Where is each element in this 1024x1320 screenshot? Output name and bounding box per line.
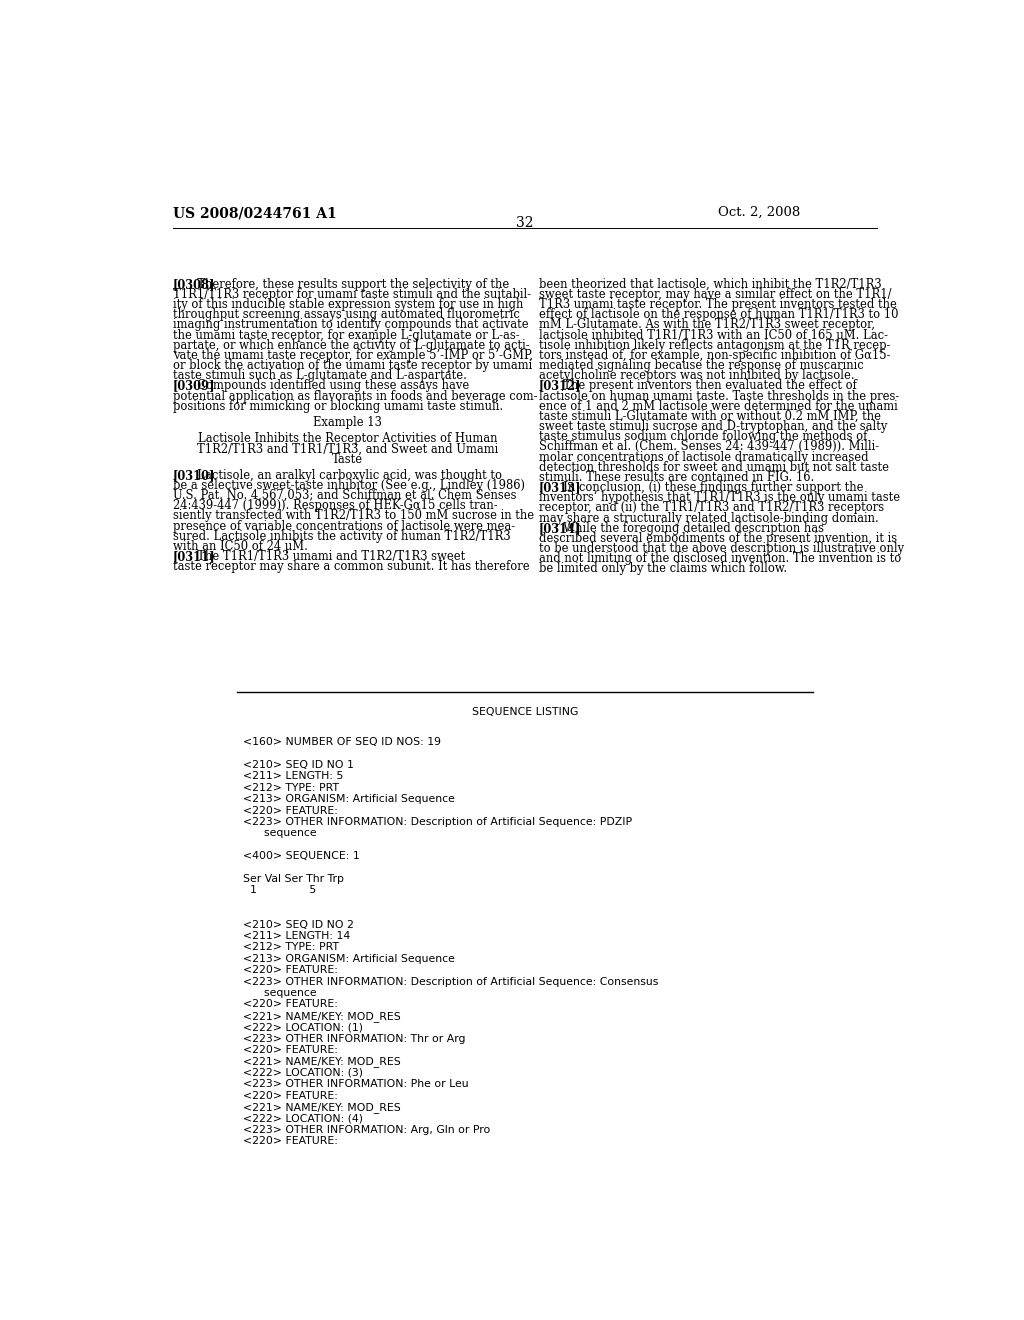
Text: <160> NUMBER OF SEQ ID NOS: 19: <160> NUMBER OF SEQ ID NOS: 19 (243, 738, 440, 747)
Text: potential application as flavorants in foods and beverage com-: potential application as flavorants in f… (173, 389, 538, 403)
Text: Schiffman et al. (Chem. Senses 24: 439-447 (1989)). Milli-: Schiffman et al. (Chem. Senses 24: 439-4… (539, 441, 879, 453)
Text: Taste: Taste (332, 453, 362, 466)
Text: molar concentrations of lactisole dramatically increased: molar concentrations of lactisole dramat… (539, 450, 868, 463)
Text: <400> SEQUENCE: 1: <400> SEQUENCE: 1 (243, 851, 359, 861)
Text: 1               5: 1 5 (243, 886, 316, 895)
Text: <221> NAME/KEY: MOD_RES: <221> NAME/KEY: MOD_RES (243, 1011, 400, 1022)
Text: <221> NAME/KEY: MOD_RES: <221> NAME/KEY: MOD_RES (243, 1056, 400, 1068)
Text: sequence: sequence (243, 829, 316, 838)
Text: <220> FEATURE:: <220> FEATURE: (243, 805, 338, 816)
Text: The T1R1/T1R3 umami and T1R2/T1R3 sweet: The T1R1/T1R3 umami and T1R2/T1R3 sweet (190, 550, 466, 564)
Text: [0309]: [0309] (173, 379, 215, 392)
Text: been theorized that lactisole, which inhibit the T1R2/T1R3: been theorized that lactisole, which inh… (539, 277, 882, 290)
Text: sweet taste stimuli sucrose and D-tryptophan, and the salty: sweet taste stimuli sucrose and D-trypto… (539, 420, 887, 433)
Text: [0310]: [0310] (173, 469, 215, 482)
Text: <211> LENGTH: 14: <211> LENGTH: 14 (243, 931, 350, 941)
Text: taste stimulus sodium chloride following the methods of: taste stimulus sodium chloride following… (539, 430, 867, 444)
Text: Compounds identified using these assays have: Compounds identified using these assays … (190, 379, 469, 392)
Text: While the foregoing detailed description has: While the foregoing detailed description… (556, 521, 824, 535)
Text: T1R3 umami taste receptor. The present inventors tested the: T1R3 umami taste receptor. The present i… (539, 298, 897, 312)
Text: be limited only by the claims which follow.: be limited only by the claims which foll… (539, 562, 786, 576)
Text: <223> OTHER INFORMATION: Phe or Leu: <223> OTHER INFORMATION: Phe or Leu (243, 1080, 468, 1089)
Text: effect of lactisole on the response of human T1R1/T1R3 to 10: effect of lactisole on the response of h… (539, 309, 898, 321)
Text: [0311]: [0311] (173, 550, 216, 564)
Text: taste stimuli L-Glutamate with or without 0.2 mM IMP, the: taste stimuli L-Glutamate with or withou… (539, 411, 881, 422)
Text: <220> FEATURE:: <220> FEATURE: (243, 1137, 338, 1146)
Text: T1R1/T1R3 receptor for umami taste stimuli and the suitabil-: T1R1/T1R3 receptor for umami taste stimu… (173, 288, 531, 301)
Text: sweet taste receptor, may have a similar effect on the T1R1/: sweet taste receptor, may have a similar… (539, 288, 891, 301)
Text: or block the activation of the umami taste receptor by umami: or block the activation of the umami tas… (173, 359, 532, 372)
Text: vate the umami taste receptor, for example 5’-IMP or 5’-GMP,: vate the umami taste receptor, for examp… (173, 348, 532, 362)
Text: SEQUENCE LISTING: SEQUENCE LISTING (472, 708, 578, 717)
Text: with an IC50 of 24 μM.: with an IC50 of 24 μM. (173, 540, 308, 553)
Text: <220> FEATURE:: <220> FEATURE: (243, 1090, 338, 1101)
Text: and not limiting of the disclosed invention. The invention is to: and not limiting of the disclosed invent… (539, 552, 901, 565)
Text: [0314]: [0314] (539, 521, 582, 535)
Text: be a selective sweet-taste inhibitor (See e.g., Lindley (1986): be a selective sweet-taste inhibitor (Se… (173, 479, 525, 492)
Text: 32: 32 (516, 216, 534, 230)
Text: throughput screening assays using automated fluorometric: throughput screening assays using automa… (173, 309, 520, 321)
Text: <222> LOCATION: (4): <222> LOCATION: (4) (243, 1113, 362, 1123)
Text: <222> LOCATION: (1): <222> LOCATION: (1) (243, 1022, 362, 1032)
Text: <221> NAME/KEY: MOD_RES: <221> NAME/KEY: MOD_RES (243, 1102, 400, 1113)
Text: Therefore, these results support the selectivity of the: Therefore, these results support the sel… (190, 277, 509, 290)
Text: mediated signaling because the response of muscarinic: mediated signaling because the response … (539, 359, 863, 372)
Text: <223> OTHER INFORMATION: Description of Artificial Sequence: PDZIP: <223> OTHER INFORMATION: Description of … (243, 817, 632, 828)
Text: tors instead of, for example, non-specific inhibition of Gα15-: tors instead of, for example, non-specif… (539, 348, 890, 362)
Text: to be understood that the above description is illustrative only: to be understood that the above descript… (539, 543, 904, 554)
Text: [0313]: [0313] (539, 480, 582, 494)
Text: <223> OTHER INFORMATION: Thr or Arg: <223> OTHER INFORMATION: Thr or Arg (243, 1034, 465, 1044)
Text: siently transfected with T1R2/T1R3 to 150 mM sucrose in the: siently transfected with T1R2/T1R3 to 15… (173, 510, 535, 523)
Text: US 2008/0244761 A1: US 2008/0244761 A1 (173, 206, 337, 220)
Text: T1R2/T1R3 and T1R1/T1R3, and Sweet and Umami: T1R2/T1R3 and T1R1/T1R3, and Sweet and U… (197, 442, 498, 455)
Text: 24:439-447 (1999)). Responses of HEK-Gα15 cells tran-: 24:439-447 (1999)). Responses of HEK-Gα1… (173, 499, 498, 512)
Text: may share a structurally related lactisole-binding domain.: may share a structurally related lactiso… (539, 512, 879, 524)
Text: mM L-Glutamate. As with the T1R2/T1R3 sweet receptor,: mM L-Glutamate. As with the T1R2/T1R3 sw… (539, 318, 874, 331)
Text: <220> FEATURE:: <220> FEATURE: (243, 965, 338, 975)
Text: Oct. 2, 2008: Oct. 2, 2008 (718, 206, 800, 219)
Text: described several embodiments of the present invention, it is: described several embodiments of the pre… (539, 532, 897, 545)
Text: <223> OTHER INFORMATION: Arg, Gln or Pro: <223> OTHER INFORMATION: Arg, Gln or Pro (243, 1125, 489, 1135)
Text: In conclusion, (i) these findings further support the: In conclusion, (i) these findings furthe… (556, 480, 863, 494)
Text: sequence: sequence (243, 987, 316, 998)
Text: receptor, and (ii) the T1R1/T1R3 and T1R2/T1R3 receptors: receptor, and (ii) the T1R1/T1R3 and T1R… (539, 502, 884, 515)
Text: lactisole inhibited T1R1/T1R3 with an IC50 of 165 μM. Lac-: lactisole inhibited T1R1/T1R3 with an IC… (539, 329, 888, 342)
Text: the umami taste receptor, for example L-glutamate or L-as-: the umami taste receptor, for example L-… (173, 329, 519, 342)
Text: Lactisole Inhibits the Receptor Activities of Human: Lactisole Inhibits the Receptor Activiti… (198, 432, 497, 445)
Text: The present inventors then evaluated the effect of: The present inventors then evaluated the… (556, 379, 857, 392)
Text: <223> OTHER INFORMATION: Description of Artificial Sequence: Consensus: <223> OTHER INFORMATION: Description of … (243, 977, 658, 986)
Text: stimuli. These results are contained in FIG. 16.: stimuli. These results are contained in … (539, 471, 814, 484)
Text: tisole inhibition likely reflects antagonism at the T1R recep-: tisole inhibition likely reflects antago… (539, 339, 890, 351)
Text: ity of this inducible stable expression system for use in high: ity of this inducible stable expression … (173, 298, 523, 312)
Text: Ser Val Ser Thr Trp: Ser Val Ser Thr Trp (243, 874, 344, 884)
Text: <210> SEQ ID NO 2: <210> SEQ ID NO 2 (243, 920, 353, 929)
Text: <211> LENGTH: 5: <211> LENGTH: 5 (243, 771, 343, 781)
Text: partate, or which enhance the activity of L-glutamate to acti-: partate, or which enhance the activity o… (173, 339, 529, 351)
Text: U.S. Pat. No. 4,567,053; and Schiffman et al. Chem Senses: U.S. Pat. No. 4,567,053; and Schiffman e… (173, 490, 516, 502)
Text: taste receptor may share a common subunit. It has therefore: taste receptor may share a common subuni… (173, 560, 529, 573)
Text: <213> ORGANISM: Artificial Sequence: <213> ORGANISM: Artificial Sequence (243, 954, 455, 964)
Text: presence of variable concentrations of lactisole were mea-: presence of variable concentrations of l… (173, 520, 515, 533)
Text: inventors’ hypothesis that T1R1/T1R3 is the only umami taste: inventors’ hypothesis that T1R1/T1R3 is … (539, 491, 900, 504)
Text: <212> TYPE: PRT: <212> TYPE: PRT (243, 942, 339, 953)
Text: sured. Lactisole inhibits the activity of human T1R2/T1R3: sured. Lactisole inhibits the activity o… (173, 529, 511, 543)
Text: detection thresholds for sweet and umami but not salt taste: detection thresholds for sweet and umami… (539, 461, 889, 474)
Text: acetylcholine receptors was not inhibited by lactisole.: acetylcholine receptors was not inhibite… (539, 370, 854, 383)
Text: [0308]: [0308] (173, 277, 215, 290)
Text: imaging instrumentation to identify compounds that activate: imaging instrumentation to identify comp… (173, 318, 528, 331)
Text: <212> TYPE: PRT: <212> TYPE: PRT (243, 783, 339, 793)
Text: <210> SEQ ID NO 1: <210> SEQ ID NO 1 (243, 760, 353, 770)
Text: [0312]: [0312] (539, 379, 582, 392)
Text: <220> FEATURE:: <220> FEATURE: (243, 999, 338, 1010)
Text: <213> ORGANISM: Artificial Sequence: <213> ORGANISM: Artificial Sequence (243, 795, 455, 804)
Text: lactisole on human umami taste. Taste thresholds in the pres-: lactisole on human umami taste. Taste th… (539, 389, 899, 403)
Text: Example 13: Example 13 (313, 416, 382, 429)
Text: <222> LOCATION: (3): <222> LOCATION: (3) (243, 1068, 362, 1077)
Text: Lactisole, an aralkyl carboxylic acid, was thought to: Lactisole, an aralkyl carboxylic acid, w… (190, 469, 502, 482)
Text: <220> FEATURE:: <220> FEATURE: (243, 1045, 338, 1055)
Text: taste stimuli such as L-glutamate and L-aspartate.: taste stimuli such as L-glutamate and L-… (173, 370, 467, 383)
Text: ence of 1 and 2 mM lactisole were determined for the umami: ence of 1 and 2 mM lactisole were determ… (539, 400, 897, 413)
Text: positions for mimicking or blocking umami taste stimuli.: positions for mimicking or blocking umam… (173, 400, 503, 413)
